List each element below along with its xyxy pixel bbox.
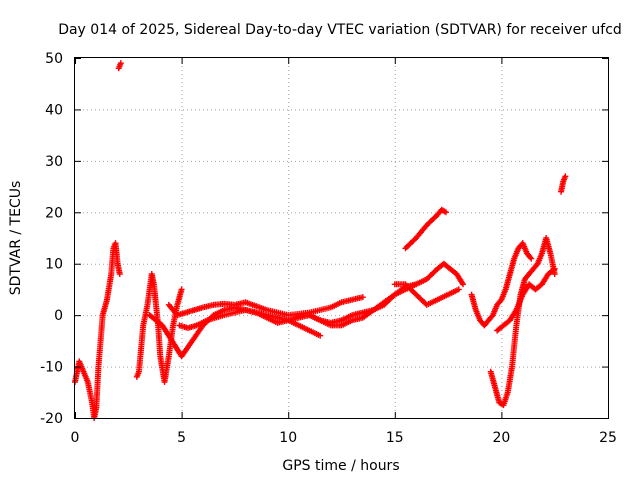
data-point	[528, 255, 535, 262]
data-point	[550, 266, 557, 273]
y-tick-label: 10	[45, 257, 63, 273]
data-point	[116, 271, 123, 277]
y-tick-label: -10	[40, 360, 63, 376]
series-sat-m	[558, 173, 569, 195]
series-sat-i	[402, 206, 449, 252]
x-tick-label: 10	[279, 430, 297, 446]
plot-frame	[74, 57, 609, 419]
data-point	[527, 254, 534, 261]
y-tick-label: 30	[45, 154, 63, 170]
series-sat-e	[165, 294, 366, 319]
tick-labels: 0 5 10 15 20 25 -20 -10 0 10 20 30 40 50	[40, 51, 617, 446]
data-point	[455, 286, 462, 293]
y-tick-label: -20	[40, 411, 63, 427]
x-tick-label: 15	[386, 430, 404, 446]
data-point	[460, 281, 467, 288]
series-sat-h	[391, 281, 462, 308]
data-point	[178, 286, 185, 293]
y-tick-label: 40	[45, 102, 63, 118]
x-tick-label: 25	[599, 430, 617, 446]
data-point	[562, 173, 569, 180]
series-sat-l	[494, 265, 558, 334]
data-point	[551, 271, 558, 277]
data-points	[72, 60, 569, 421]
x-tick-label: 5	[177, 430, 186, 446]
data-point	[317, 332, 324, 339]
grid	[75, 58, 608, 418]
x-axis-label: GPS time / hours	[282, 458, 399, 474]
data-point	[551, 265, 558, 272]
series-sat-b	[115, 60, 124, 72]
y-tick-label: 20	[45, 205, 63, 221]
data-point	[442, 209, 449, 216]
x-tick-label: 0	[71, 430, 80, 446]
data-point	[488, 313, 495, 320]
series-sat-g	[306, 260, 467, 329]
series-sat-j	[468, 240, 535, 329]
y-tick-label: 50	[45, 51, 63, 67]
axis-ticks	[75, 58, 609, 419]
data-point	[359, 294, 366, 301]
y-tick-label: 0	[54, 308, 63, 324]
x-tick-label: 20	[492, 430, 510, 446]
data-point	[117, 60, 124, 67]
y-axis-label: SDTVAR / TECUs	[8, 181, 24, 296]
chart-title: Day 014 of 2025, Sidereal Day-to-day VTE…	[58, 22, 622, 38]
